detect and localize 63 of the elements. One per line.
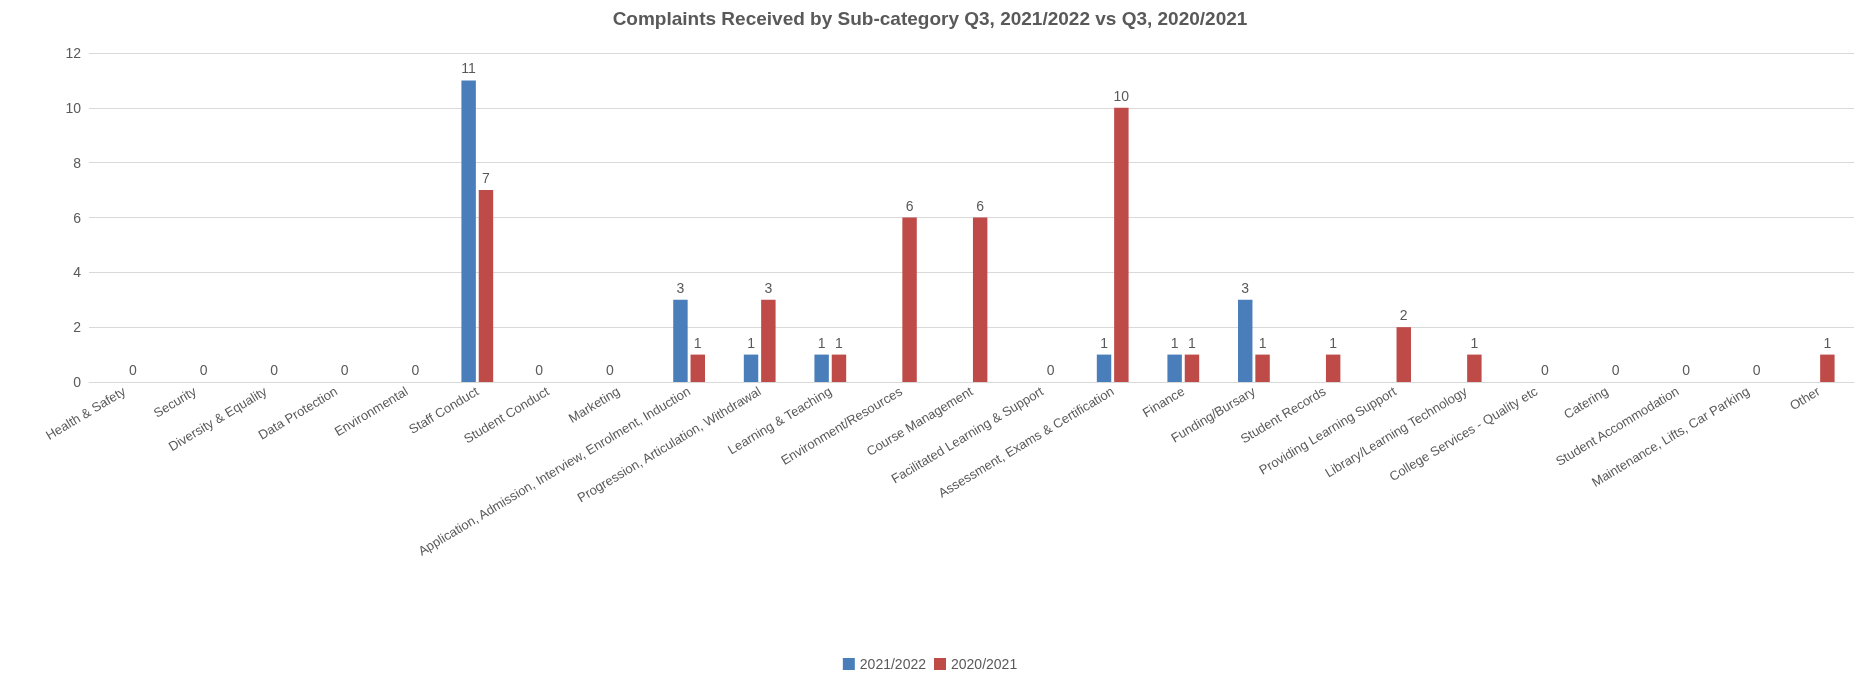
data-label: 6 <box>905 197 914 214</box>
data-label: 6 <box>976 197 985 214</box>
bar <box>673 299 688 382</box>
data-label: 1 <box>1823 334 1832 351</box>
bar <box>1467 354 1482 382</box>
data-label: 11 <box>461 60 477 77</box>
data-label: 1 <box>1100 334 1109 351</box>
data-label: 0 <box>1682 362 1691 378</box>
bar <box>690 354 705 382</box>
y-tick-label: 0 <box>73 374 82 390</box>
bar <box>478 190 494 382</box>
data-label: 0 <box>199 362 208 378</box>
data-label: 1 <box>747 334 756 351</box>
data-label: 0 <box>1752 362 1761 378</box>
bar <box>1114 107 1129 382</box>
data-label: 1 <box>1188 334 1197 351</box>
data-label: 2 <box>1399 307 1408 324</box>
bar <box>461 80 476 382</box>
data-label: 0 <box>129 362 138 378</box>
bar <box>831 354 847 382</box>
data-label: 1 <box>817 334 826 351</box>
y-tick-label: 10 <box>65 99 82 116</box>
data-label: 3 <box>1241 279 1250 296</box>
legend-label: 2021/2022 <box>859 656 927 672</box>
data-label: 0 <box>1541 362 1550 378</box>
bar <box>972 217 988 382</box>
data-label: 0 <box>1046 362 1055 378</box>
x-tick-label: Other <box>1786 383 1824 414</box>
bar <box>1096 354 1112 382</box>
data-label: 0 <box>535 362 544 378</box>
data-label: 1 <box>693 334 702 351</box>
bar <box>1184 354 1200 382</box>
data-label: 1 <box>1170 334 1179 351</box>
bar <box>1238 299 1253 382</box>
data-label: 3 <box>764 279 773 296</box>
bar <box>1167 354 1182 382</box>
y-tick-label: 4 <box>73 264 82 281</box>
data-label: 0 <box>1611 362 1620 378</box>
bar <box>814 354 829 382</box>
y-tick-label: 8 <box>73 154 82 171</box>
data-label: 1 <box>835 334 844 351</box>
bar <box>1255 354 1270 382</box>
data-label: 0 <box>340 362 349 378</box>
data-label: 1 <box>1470 334 1479 351</box>
data-label: 0 <box>270 362 279 378</box>
y-tick-label: 2 <box>73 319 82 336</box>
bar <box>743 354 759 382</box>
data-label: 7 <box>482 170 491 187</box>
data-label: 0 <box>411 362 420 378</box>
data-label: 1 <box>1329 334 1338 351</box>
y-tick-label: 6 <box>73 209 82 226</box>
chart-title: Complaints Received by Sub-category Q3, 2021/2022 vs Q3, 2020/2021 <box>612 8 1248 29</box>
data-label: 10 <box>1113 87 1130 104</box>
bar <box>1820 354 1835 382</box>
data-label: 3 <box>676 279 685 296</box>
data-label: 0 <box>605 362 614 378</box>
y-tick-label: 12 <box>65 45 82 61</box>
legend-label: 2020/2021 <box>951 656 1018 672</box>
bar <box>761 299 776 382</box>
bar <box>1325 354 1341 382</box>
data-label: 1 <box>1258 334 1267 351</box>
bar <box>1396 327 1411 382</box>
bar <box>902 217 917 382</box>
